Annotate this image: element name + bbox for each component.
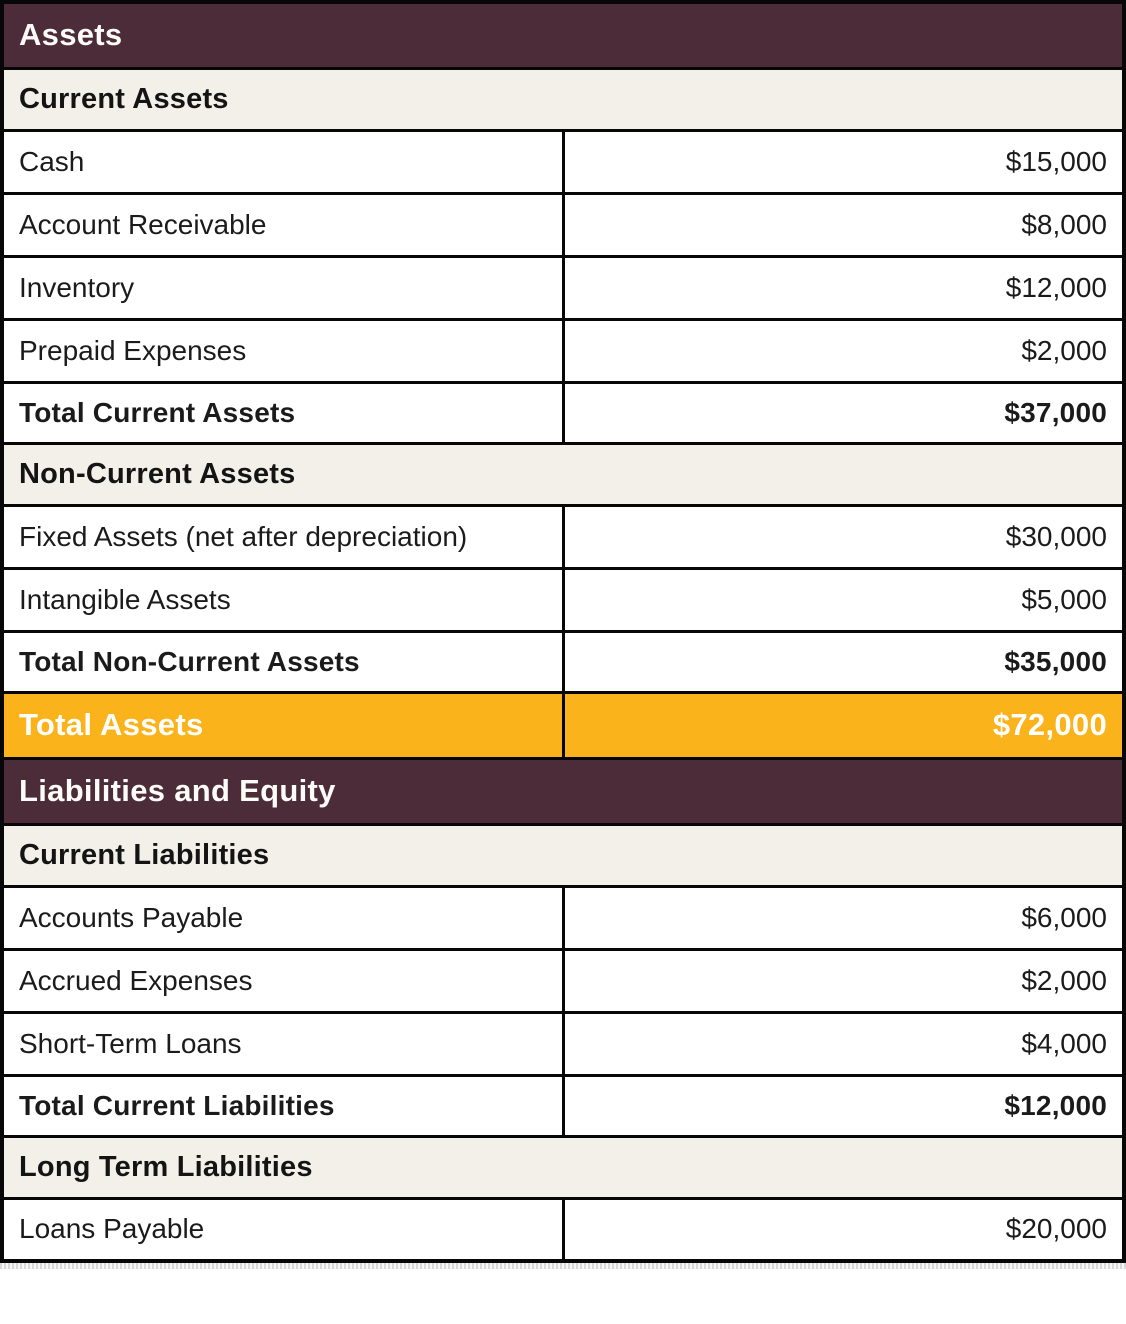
item-row: Short-Term Loans $4,000 <box>0 1010 1126 1077</box>
row-label-cell: Cash <box>0 128 565 195</box>
row-value-cell: $4,000 <box>561 1010 1126 1077</box>
row-label-cell: Short-Term Loans <box>0 1010 565 1077</box>
item-row: Loans Payable $20,000 <box>0 1196 1126 1263</box>
section-row: Assets <box>0 0 1126 70</box>
row-value-cell: $5,000 <box>561 566 1126 633</box>
row-value-cell: $8,000 <box>561 191 1126 258</box>
row-label-cell: Total Assets <box>0 690 565 760</box>
row-value-cell: $12,000 <box>561 254 1126 321</box>
total-row: Total Non-Current Assets $35,000 <box>0 629 1126 694</box>
row-value-cell: $12,000 <box>561 1073 1126 1138</box>
row-label-cell: Total Non-Current Assets <box>0 629 565 694</box>
total-row: Total Current Assets $37,000 <box>0 380 1126 445</box>
row-label-cell: Loans Payable <box>0 1196 565 1263</box>
section-header-cell: Liabilities and Equity <box>0 756 1126 826</box>
row-value-cell: $2,000 <box>561 947 1126 1014</box>
subheader-row: Current Liabilities <box>0 822 1126 888</box>
total-row: Total Current Liabilities $12,000 <box>0 1073 1126 1138</box>
row-value-cell: $30,000 <box>561 503 1126 570</box>
balance-sheet: Assets Current Assets Cash $15,000 Account R… <box>0 0 1126 1269</box>
row-label-cell: Total Current Liabilities <box>0 1073 565 1138</box>
item-row: Prepaid Expenses $2,000 <box>0 317 1126 384</box>
row-label-cell: Account Receivable <box>0 191 565 258</box>
row-value-cell: $37,000 <box>561 380 1126 445</box>
section-row: Liabilities and Equity <box>0 756 1126 826</box>
row-label-cell: Intangible Assets <box>0 566 565 633</box>
row-label-cell: Accounts Payable <box>0 884 565 951</box>
subheader-row: Long Term Liabilities <box>0 1134 1126 1200</box>
cutoff-next-row-edge <box>0 1263 1126 1269</box>
row-value-cell: $20,000 <box>561 1196 1126 1263</box>
item-row: Accounts Payable $6,000 <box>0 884 1126 951</box>
subsection-header-cell: Non-Current Assets <box>0 441 1126 507</box>
row-label-cell: Fixed Assets (net after depreciation) <box>0 503 565 570</box>
balance-sheet-table: Assets Current Assets Cash $15,000 Account R… <box>0 0 1126 1263</box>
row-value-cell: $72,000 <box>561 690 1126 760</box>
row-value-cell: $15,000 <box>561 128 1126 195</box>
row-value-cell: $2,000 <box>561 317 1126 384</box>
row-value-cell: $35,000 <box>561 629 1126 694</box>
balance-sheet-body: Assets Current Assets Cash $15,000 Account R… <box>0 0 1126 1263</box>
item-row: Account Receivable $8,000 <box>0 191 1126 258</box>
subsection-header-cell: Long Term Liabilities <box>0 1134 1126 1200</box>
section-header-cell: Assets <box>0 0 1126 70</box>
item-row: Intangible Assets $5,000 <box>0 566 1126 633</box>
grandtotal-row: Total Assets $72,000 <box>0 690 1126 760</box>
row-label-cell: Total Current Assets <box>0 380 565 445</box>
subheader-row: Current Assets <box>0 66 1126 132</box>
row-label-cell: Accrued Expenses <box>0 947 565 1014</box>
item-row: Cash $15,000 <box>0 128 1126 195</box>
item-row: Accrued Expenses $2,000 <box>0 947 1126 1014</box>
item-row: Fixed Assets (net after depreciation) $30… <box>0 503 1126 570</box>
item-row: Inventory $12,000 <box>0 254 1126 321</box>
subheader-row: Non-Current Assets <box>0 441 1126 507</box>
row-value-cell: $6,000 <box>561 884 1126 951</box>
row-label-cell: Prepaid Expenses <box>0 317 565 384</box>
subsection-header-cell: Current Assets <box>0 66 1126 132</box>
subsection-header-cell: Current Liabilities <box>0 822 1126 888</box>
row-label-cell: Inventory <box>0 254 565 321</box>
